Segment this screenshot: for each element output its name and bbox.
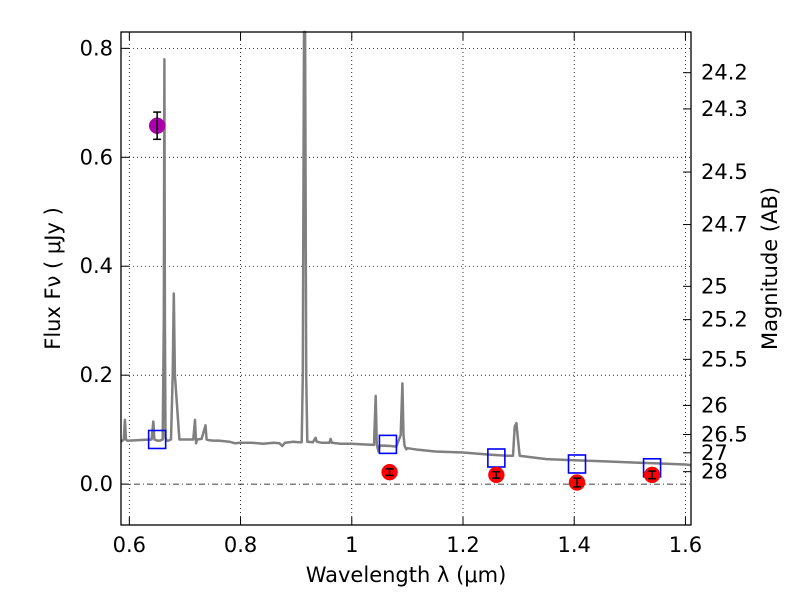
y-axis-label: Flux Fν ( μJy ) [41, 207, 65, 350]
y2-tick-label: 24.2 [701, 61, 748, 85]
y2-tick-label: 25.2 [701, 308, 748, 332]
axis-ticks: 0.6 0.8 1 1.2 1.4 1.6 0.0 0.2 0.4 0.6 0.8 24.2 24.3 2… [80, 32, 748, 557]
y-tick-label: 0.0 [80, 472, 113, 496]
spectrum-series [120, 30, 692, 467]
spectrum-line [120, 30, 692, 467]
photometry-points [147, 111, 662, 491]
x-tick-label: 1 [345, 533, 358, 557]
x-tick-label: 0.6 [113, 533, 146, 557]
x-axis-label: Wavelength λ (μm) [306, 563, 507, 587]
y-tick-label: 0.2 [80, 363, 113, 387]
y2-tick-label: 25 [701, 274, 728, 298]
y2-tick-label: 25.5 [701, 347, 748, 371]
model-photometry-square [567, 454, 587, 474]
x-tick-label: 0.8 [224, 533, 257, 557]
y-tick-label: 0.4 [80, 254, 113, 278]
plot-frame [120, 31, 692, 526]
model-photometry-square [487, 448, 506, 468]
x-tick-label: 1.6 [669, 533, 702, 557]
y2-axis-label: Magnitude (AB) [758, 187, 782, 350]
grid [121, 32, 691, 525]
y-tick-label: 0.8 [80, 36, 113, 60]
y2-tick-label: 26 [701, 393, 728, 417]
y2-tick-label: 24.7 [701, 213, 748, 237]
y2-tick-label: 26.5 [701, 422, 748, 446]
y2-tick-label: 28 [701, 460, 728, 484]
y2-tick-label: 27 [701, 441, 728, 465]
y-tick-label: 0.6 [80, 145, 113, 169]
y2-tick-label: 24.5 [701, 160, 748, 184]
model-photometry-square [378, 434, 398, 455]
y2-tick-label: 24.3 [701, 97, 748, 121]
x-tick-label: 1.2 [446, 533, 479, 557]
x-tick-label: 1.4 [558, 533, 591, 557]
model-photometry-square [147, 429, 167, 450]
